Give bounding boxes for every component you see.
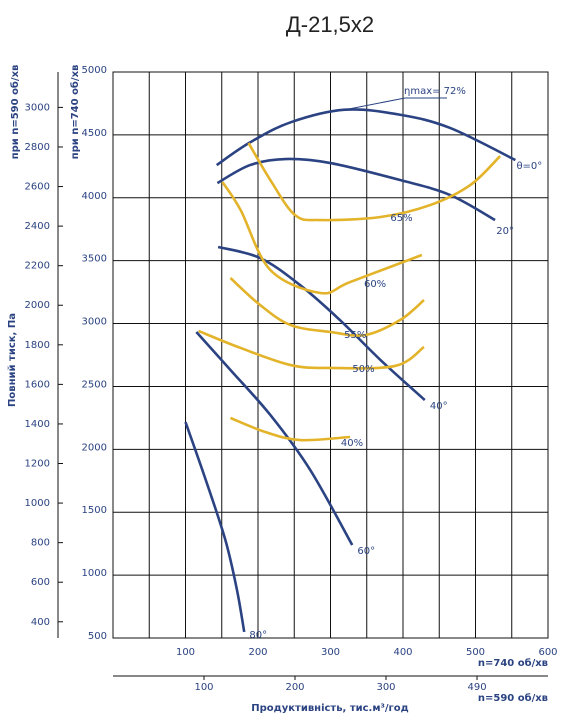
y-axis-unit: при n=740 об/хв — [69, 65, 81, 160]
x-tick-label: 300 — [321, 647, 340, 658]
x-tick-label: 100 — [176, 647, 195, 658]
curve — [184, 421, 246, 633]
y2-tick-label: 1600 — [25, 379, 50, 390]
x-tick-label: 500 — [466, 647, 485, 658]
y2-tick-label: 2000 — [25, 300, 50, 311]
y2-tick-label: 1000 — [25, 498, 50, 509]
y2-tick-label: 800 — [31, 538, 50, 549]
y2-tick-label: 600 — [31, 577, 50, 588]
annotation: ηmax= 72% — [404, 86, 466, 97]
y-tick-label: 500 — [88, 631, 107, 642]
curve — [215, 108, 516, 167]
y-tick-label: 3000 — [82, 317, 107, 328]
curve-label: 60% — [364, 279, 386, 290]
y2-tick-label: 3000 — [25, 102, 50, 113]
curve-label: θ=0° — [516, 161, 542, 172]
y2-tick-label: 1800 — [25, 340, 50, 351]
curve — [217, 245, 426, 401]
x-axis-unit: n=740 об/хв — [478, 657, 548, 669]
y-tick-label: 2500 — [82, 379, 107, 390]
x2-tick-label: 200 — [285, 682, 304, 693]
y-tick-label: 5000 — [82, 65, 107, 76]
x-tick-label: 600 — [538, 647, 557, 658]
y2-axis-label: при n=590 об/хв — [9, 65, 21, 160]
curve-label: 80° — [249, 630, 267, 641]
curve-label: 20° — [496, 226, 514, 237]
x-tick-label: 200 — [248, 647, 267, 658]
x-axis-label: Продуктивність, тис.м³/год — [251, 703, 408, 714]
curve-label: 40% — [341, 438, 363, 449]
curve-label: 60° — [357, 546, 375, 557]
x2-tick-label: 100 — [194, 682, 213, 693]
x2-axis-unit: n=590 об/хв — [478, 692, 548, 704]
curve — [221, 181, 423, 295]
curve-label: 50% — [352, 364, 374, 375]
curve — [198, 329, 425, 370]
y-tick-label: 1500 — [82, 505, 107, 516]
y2-tick-label: 2200 — [25, 261, 50, 272]
y-axis-label: Повний тиск, Па — [7, 313, 18, 407]
y2-tick-label: 400 — [31, 617, 50, 628]
y-tick-label: 4000 — [82, 191, 107, 202]
curve-label: 55% — [344, 330, 366, 341]
x2-tick-label: 490 — [467, 682, 486, 693]
y-tick-label: 4500 — [82, 128, 107, 139]
chart-title: Д-21,5х2 — [286, 12, 374, 37]
curve — [229, 416, 351, 442]
y2-tick-label: 1400 — [25, 419, 50, 430]
y-tick-label: 1000 — [82, 568, 107, 579]
annotation-leader — [344, 97, 447, 111]
curve — [195, 331, 354, 546]
y2-tick-label: 2400 — [25, 221, 50, 232]
curve — [229, 277, 425, 337]
curve — [216, 157, 496, 222]
y2-tick-label: 2600 — [25, 182, 50, 193]
curve-label: 40° — [430, 401, 448, 412]
x2-tick-label: 300 — [376, 682, 395, 693]
y2-tick-label: 1200 — [25, 459, 50, 470]
curve-label: 65% — [390, 213, 412, 224]
y-tick-label: 3500 — [82, 254, 107, 265]
y-tick-label: 2000 — [82, 442, 107, 453]
x-tick-label: 400 — [393, 647, 412, 658]
curve — [247, 142, 502, 222]
y2-tick-label: 2800 — [25, 142, 50, 153]
